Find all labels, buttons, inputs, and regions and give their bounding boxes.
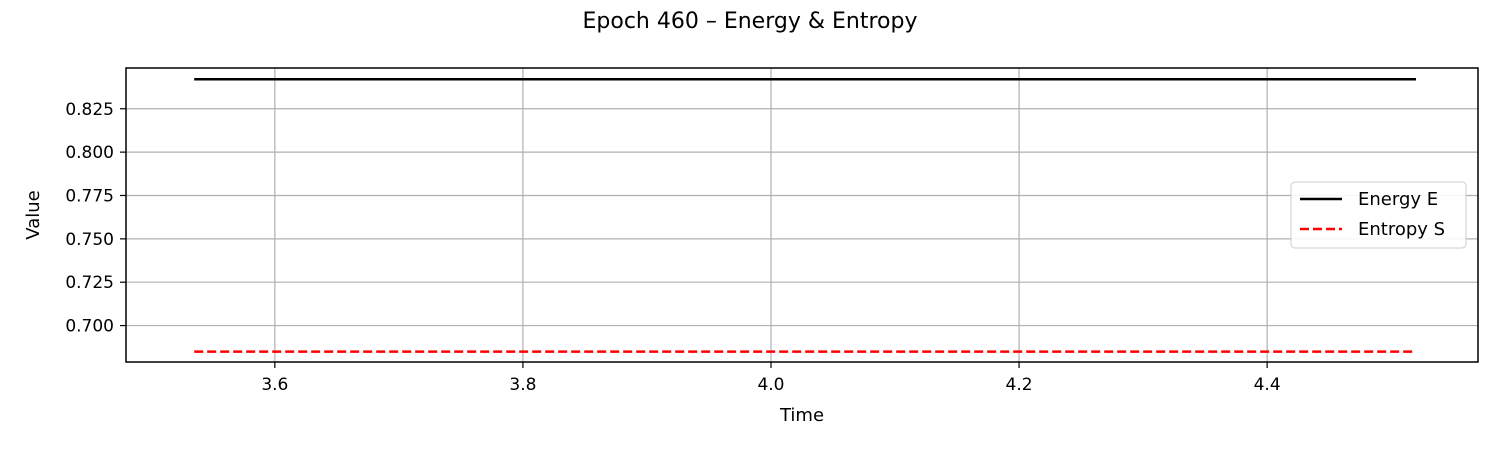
y-axis-label: Value: [23, 190, 44, 239]
legend: Energy E Entropy S: [1290, 181, 1467, 249]
y-tick-label: 0.775: [65, 186, 114, 206]
chart-title: Epoch 460 – Energy & Entropy: [583, 9, 918, 34]
x-tick-label: 4.0: [757, 375, 784, 395]
legend-label-entropy: Entropy S: [1358, 219, 1445, 240]
x-tick-label: 4.2: [1006, 375, 1033, 395]
y-tick-label: 0.725: [65, 273, 114, 293]
x-tick-label: 3.8: [509, 375, 536, 395]
tick-layer: 3.6 3.8 4.0 4.2 4.4 0.700 0.725 0.750 0.775 0.800…: [65, 100, 1280, 395]
y-tick-label: 0.825: [65, 100, 114, 120]
x-tick-label: 4.4: [1254, 375, 1281, 395]
y-tick-label: 0.700: [65, 317, 114, 337]
series-layer: [194, 78, 1416, 353]
x-axis-label: Time: [779, 405, 824, 426]
grid-layer: [126, 68, 1478, 362]
y-tick-label: 0.750: [65, 230, 114, 250]
legend-label-energy: Energy E: [1358, 189, 1438, 210]
y-tick-label: 0.800: [65, 143, 114, 163]
x-tick-label: 3.6: [261, 375, 288, 395]
plot-frame: [125, 67, 1479, 363]
